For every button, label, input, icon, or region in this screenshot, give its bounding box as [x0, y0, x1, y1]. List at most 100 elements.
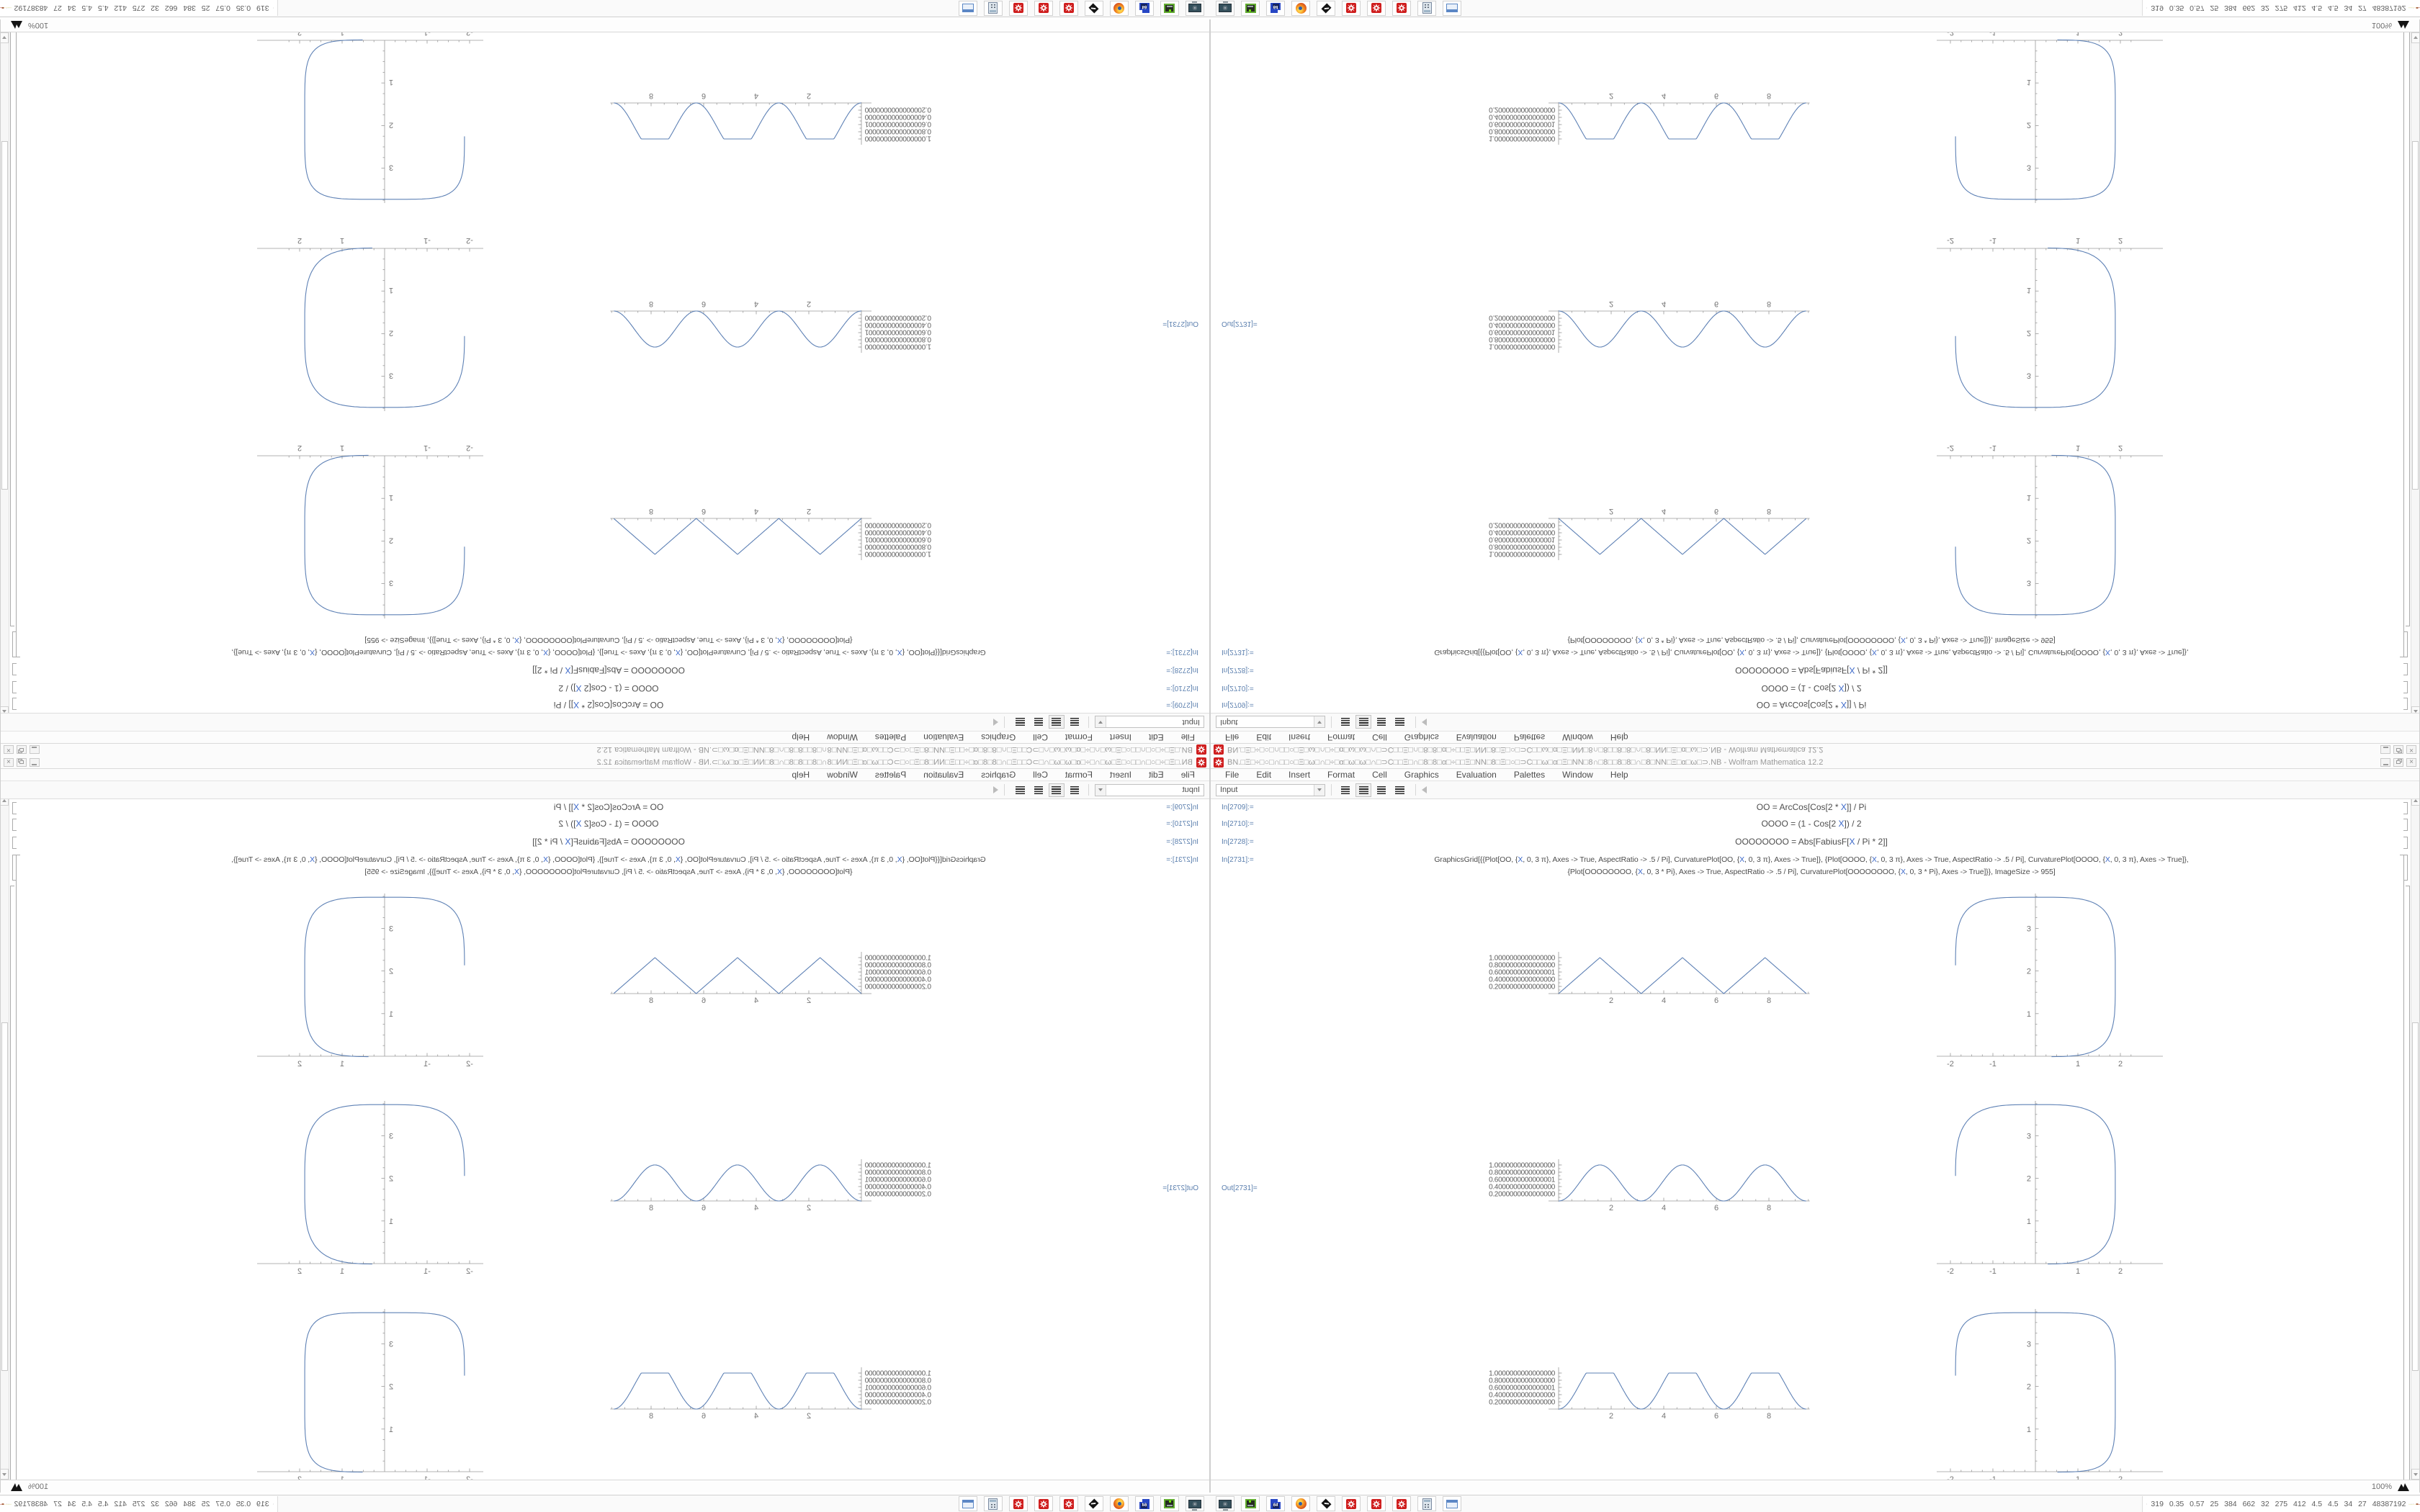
calculator-icon[interactable] — [1417, 1, 1436, 16]
menu-item-insert[interactable]: Insert — [1109, 732, 1131, 742]
cell-bracket[interactable] — [2403, 855, 2408, 881]
menu-item-graphics[interactable]: Graphics — [1404, 732, 1439, 742]
input-cell-code[interactable]: OO = ArcCos[Cos[2 * X]] / Pi — [553, 802, 664, 812]
disk-utility-icon[interactable] — [1160, 1496, 1179, 1511]
mathematica-icon[interactable] — [1034, 1496, 1053, 1511]
scroll-down-icon[interactable] — [1, 1469, 9, 1480]
cell-bracket[interactable] — [2403, 663, 2408, 675]
cell-bracket[interactable] — [2403, 837, 2408, 849]
mathematica-icon[interactable] — [1367, 1496, 1386, 1511]
menu-item-graphics[interactable]: Graphics — [981, 732, 1016, 742]
cell-bracket[interactable] — [12, 802, 17, 814]
cell-style-dropdown[interactable]: Input — [1216, 783, 1325, 796]
menu-item-edit[interactable]: Edit — [1256, 770, 1272, 780]
scrollbar-thumb[interactable] — [1, 141, 8, 490]
close-button[interactable]: × — [4, 757, 14, 767]
menu-item-evaluation[interactable]: Evaluation — [1456, 732, 1497, 742]
scrollbar-thumb[interactable] — [2412, 1022, 2419, 1371]
scroll-up-icon[interactable] — [2411, 799, 2419, 806]
minimize-button[interactable] — [30, 745, 40, 755]
menu-item-palettes[interactable]: Palettes — [1513, 770, 1546, 780]
mathematica-icon[interactable] — [1059, 1496, 1078, 1511]
vertical-scrollbar[interactable] — [2411, 32, 2419, 713]
menu-item-window[interactable]: Window — [827, 732, 858, 742]
screenshot-tool-icon[interactable] — [1186, 1496, 1204, 1511]
cell-bracket[interactable] — [2403, 819, 2408, 831]
file-manager-icon[interactable] — [1443, 1, 1461, 16]
justify-left-button[interactable] — [1067, 783, 1083, 797]
menu-item-palettes[interactable]: Palettes — [1513, 732, 1546, 742]
menu-item-palettes[interactable]: Palettes — [874, 770, 907, 780]
titlebar[interactable]: BN.□Ξ□÷□○□∩□□○□Ξ□ω□∩□÷□α□ω□ω□∩□⊃C□□Ξ□∩□8… — [1211, 756, 2419, 769]
menu-item-file[interactable]: File — [1180, 732, 1195, 742]
screenshot-tool-icon[interactable] — [1216, 1, 1234, 16]
chevron-up-icon[interactable] — [272, 3, 274, 13]
disk-imager-icon[interactable]: 64 — [1135, 1, 1154, 16]
cell-group-bracket[interactable] — [16, 855, 20, 1480]
menu-item-evaluation[interactable]: Evaluation — [1456, 770, 1497, 780]
input-cell-code[interactable]: {Plot[OOOOOOOO, {X, 0, 3 * Pi}, Axes -> … — [364, 868, 853, 876]
cell-style-dropdown[interactable]: Input — [1095, 783, 1204, 796]
menu-item-cell[interactable]: Cell — [1033, 770, 1048, 780]
justify-full-button[interactable] — [1392, 716, 1407, 729]
menu-item-cell[interactable]: Cell — [1372, 770, 1387, 780]
screenshot-tool-icon[interactable] — [1216, 1496, 1234, 1511]
cell-bracket[interactable] — [2403, 681, 2408, 693]
toolbar-collapse-icon[interactable] — [1422, 786, 1427, 793]
calculator-icon[interactable] — [984, 1, 1003, 16]
cell-group-bracket[interactable] — [16, 32, 20, 657]
input-cell-code[interactable]: OO = ArcCos[Cos[2 * X]] / Pi — [553, 700, 664, 710]
output-cell-bracket[interactable] — [10, 32, 14, 626]
input-cell-code[interactable]: OOOO = (1 - Cos[2 X]) / 2 — [558, 683, 659, 693]
mathematica-icon[interactable] — [1009, 1, 1028, 16]
menu-item-window[interactable]: Window — [827, 770, 858, 780]
menu-item-edit[interactable]: Edit — [1256, 732, 1272, 742]
cell-bracket[interactable] — [12, 663, 17, 675]
scroll-down-icon[interactable] — [2411, 1469, 2419, 1480]
close-button[interactable]: × — [2406, 745, 2416, 755]
restore-button[interactable] — [2393, 757, 2403, 767]
cell-group-bracket[interactable] — [2400, 32, 2404, 657]
toolbar-collapse-icon[interactable] — [1422, 719, 1427, 726]
mathematica-icon[interactable] — [1034, 1, 1053, 16]
menu-item-cell[interactable]: Cell — [1033, 732, 1048, 742]
menu-item-evaluation[interactable]: Evaluation — [923, 732, 964, 742]
cell-bracket[interactable] — [2403, 802, 2408, 814]
resize-grip-icon[interactable] — [2398, 21, 2409, 30]
cell-bracket[interactable] — [12, 681, 17, 693]
titlebar[interactable]: BN.□Ξ□÷□○□∩□□○□Ξ□ω□∩□÷□α□ω□ω□∩□⊃C□□Ξ□∩□8… — [1211, 743, 2419, 756]
restore-button[interactable] — [17, 757, 27, 767]
cell-bracket[interactable] — [12, 698, 17, 710]
restore-button[interactable] — [2393, 745, 2403, 755]
dropdown-arrow-icon[interactable] — [1095, 716, 1106, 728]
input-cell-code[interactable]: {Plot[OOOOOOOO, {X, 0, 3 * Pi}, Axes -> … — [364, 636, 853, 644]
resize-grip-icon[interactable] — [11, 1482, 22, 1491]
cell-group-bracket[interactable] — [2400, 855, 2404, 1480]
disk-imager-icon[interactable]: 64 — [1266, 1496, 1285, 1511]
input-cell-code[interactable]: OOOO = (1 - Cos[2 X]) / 2 — [1761, 683, 1862, 693]
menu-item-cell[interactable]: Cell — [1372, 732, 1387, 742]
firefox-icon[interactable] — [1110, 1, 1129, 16]
input-cell-code[interactable]: GraphicsGrid[{{Plot[OO, {X, 0, 3 π}, Axe… — [231, 855, 986, 864]
inkscape-icon[interactable] — [1317, 1, 1335, 16]
titlebar[interactable]: BN.□Ξ□÷□○□∩□□○□Ξ□ω□∩□÷□α□ω□ω□∩□⊃C□□Ξ□∩□8… — [1, 756, 1209, 769]
justify-full-button[interactable] — [1013, 783, 1028, 797]
justify-left-button[interactable] — [1337, 783, 1353, 797]
menu-item-format[interactable]: Format — [1327, 770, 1355, 780]
firefox-icon[interactable] — [1291, 1, 1310, 16]
justify-right-button[interactable] — [1031, 716, 1047, 729]
justify-right-button[interactable] — [1031, 783, 1047, 797]
magnification-indicator[interactable]: 100% — [28, 1482, 49, 1491]
resize-grip-icon[interactable] — [11, 21, 22, 30]
magnification-indicator[interactable]: 100% — [2371, 1482, 2392, 1491]
input-cell-code[interactable]: OOOOOOOO = Abs[FabiusF[X / Pi * 2]] — [1735, 665, 1888, 675]
menu-item-edit[interactable]: Edit — [1148, 770, 1164, 780]
inkscape-icon[interactable] — [1317, 1496, 1335, 1511]
file-manager-icon[interactable] — [959, 1, 977, 16]
disk-utility-icon[interactable] — [1241, 1496, 1260, 1511]
inkscape-icon[interactable] — [1085, 1, 1103, 16]
mathematica-icon[interactable] — [1342, 1496, 1361, 1511]
justify-center-button[interactable] — [1049, 715, 1065, 729]
titlebar[interactable]: BN.□Ξ□÷□○□∩□□○□Ξ□ω□∩□÷□α□ω□ω□∩□⊃C□□Ξ□∩□8… — [1, 743, 1209, 756]
menu-item-file[interactable]: File — [1180, 770, 1195, 780]
